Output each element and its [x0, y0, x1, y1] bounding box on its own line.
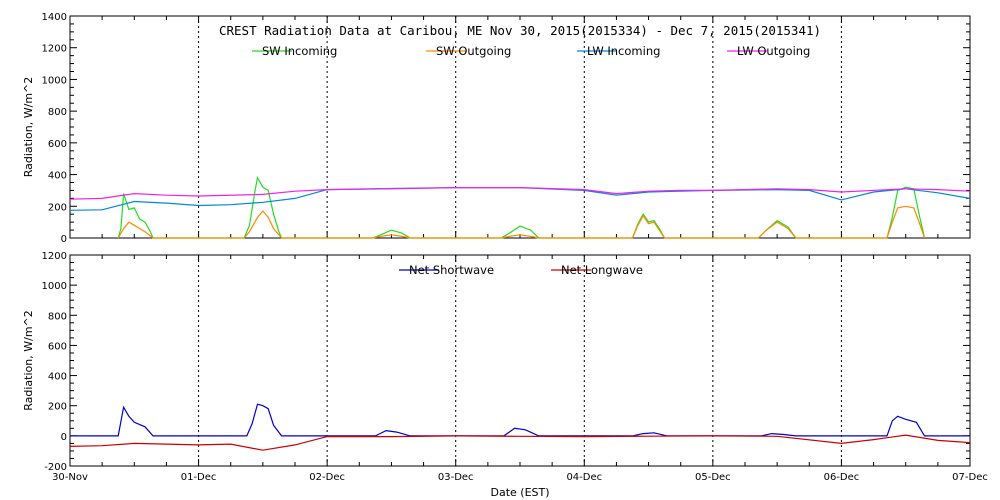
y-tick-label: 1400 — [42, 12, 67, 23]
y-tick-label: 0 — [61, 234, 67, 245]
x-tick-label: 30-Nov — [52, 472, 88, 483]
y-tick-label: 1200 — [42, 44, 67, 55]
x-tick-label: 04-Dec — [566, 472, 602, 483]
series-line-net-longwave — [69, 434, 971, 451]
y-axis-label: Radiation, W/m^2 — [22, 310, 35, 411]
y-tick-label: 1000 — [42, 75, 67, 86]
top-panel-radiation-components: 0 200 400 600 800 1000 1200 1400 Radiation, W/m^… — [22, 12, 971, 245]
y-tick-label: 1000 — [42, 281, 67, 292]
y-tick-label: 400 — [48, 372, 67, 383]
chart-title: CREST Radiation Data at Caribou, ME Nov … — [219, 23, 821, 38]
bottom-panel-net-radiation: -200 0 200 400 600 800 1000 1200 Radiation, W/m^… — [22, 251, 988, 499]
plot-frame — [69, 254, 971, 467]
legend-label: LW Outgoing — [737, 44, 810, 58]
series-line-sw-outgoing — [117, 205, 926, 239]
y-tick-label: -200 — [44, 462, 67, 473]
legend-label: SW Incoming — [262, 44, 337, 58]
x-tick-label: 05-Dec — [695, 472, 731, 483]
x-axis-label: Date (EST) — [490, 486, 549, 499]
x-tick-label: 03-Dec — [438, 472, 474, 483]
y-axis-label: Radiation, W/m^2 — [22, 77, 35, 178]
y-tick-label: 400 — [48, 171, 67, 182]
y-tick-label: 0 — [61, 432, 67, 443]
x-tick-label: 06-Dec — [824, 472, 860, 483]
y-tick-label: 200 — [48, 402, 67, 413]
y-tick-label: 200 — [48, 202, 67, 213]
x-tick-label: 07-Dec — [952, 472, 988, 483]
x-tick-label: 01-Dec — [181, 472, 217, 483]
y-tick-label: 600 — [48, 139, 67, 150]
plot-frame — [69, 15, 971, 239]
legend-label: LW Incoming — [587, 44, 660, 58]
y-tick-label: 800 — [48, 107, 67, 118]
legend-label: SW Outgoing — [436, 44, 511, 58]
legend-label: Net Longwave — [561, 263, 643, 277]
x-tick-label: 02-Dec — [309, 472, 345, 483]
series-line-sw-incoming — [117, 175, 926, 239]
series-line-net-shortwave — [70, 403, 970, 437]
y-tick-label: 600 — [48, 341, 67, 352]
y-tick-label: 1200 — [42, 251, 67, 262]
y-tick-label: 800 — [48, 311, 67, 322]
series-line-lw-outgoing — [69, 187, 971, 200]
legend-label: Net Shortwave — [409, 263, 494, 277]
